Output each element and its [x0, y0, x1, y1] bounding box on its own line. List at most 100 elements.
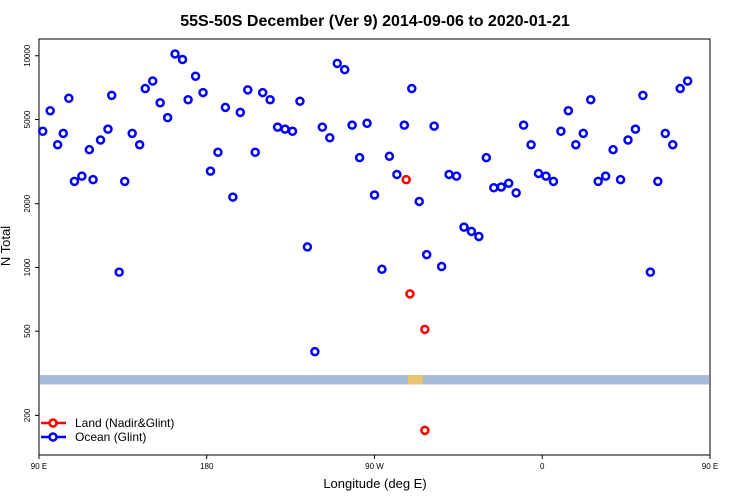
y-tick-label: 5000 [23, 110, 32, 128]
ocean-point [183, 94, 193, 105]
y-tick-label: 10000 [23, 44, 32, 67]
ocean-point [325, 132, 335, 143]
x-tick-label: 90 E [702, 462, 718, 471]
ocean-point [45, 105, 55, 116]
legend-label: Land (Nadir&Glint) [75, 416, 174, 430]
ocean-point [228, 192, 238, 202]
ocean-point [429, 121, 439, 131]
ocean-point [134, 139, 145, 150]
ocean-point [127, 128, 137, 139]
ocean-point [106, 90, 117, 101]
ocean-point [623, 135, 633, 145]
x-tick-label: 90 W [365, 462, 384, 471]
ocean-point [563, 105, 574, 116]
ocean-point [496, 182, 506, 192]
ocean-point [354, 152, 365, 163]
ocean-point [436, 261, 447, 272]
ocean-point [37, 126, 48, 136]
ocean-point [489, 182, 499, 193]
ocean-point [162, 112, 173, 123]
ocean-point [600, 171, 611, 181]
y-tick-label: 1000 [23, 258, 32, 276]
y-axis-label: N Total [0, 226, 13, 266]
ocean-point [421, 249, 432, 260]
ocean-point [451, 171, 462, 181]
ocean-point [220, 102, 231, 113]
ocean-point [317, 122, 328, 132]
ocean-point [265, 94, 275, 105]
ocean-point [339, 64, 350, 75]
land-point [405, 289, 415, 299]
ocean-point [140, 83, 150, 94]
ocean-point [503, 178, 514, 188]
ocean-point [675, 83, 685, 94]
ocean-point [556, 126, 566, 136]
x-tick-label: 180 [200, 462, 214, 471]
ocean-point [369, 190, 380, 200]
ocean-point [660, 128, 671, 139]
ocean-point [58, 128, 68, 139]
legend-marker [48, 418, 58, 428]
ocean-point [347, 120, 357, 130]
y-tick-label: 200 [23, 408, 32, 422]
ocean-point [682, 76, 693, 86]
ocean-point [377, 264, 387, 275]
ocean-point [466, 226, 477, 237]
ocean-point [243, 85, 253, 95]
ocean-point [518, 120, 529, 130]
ocean-point [638, 90, 648, 101]
legend: Land (Nadir&Glint)Ocean (Glint) [41, 416, 174, 444]
ocean-point [653, 176, 663, 187]
ocean-point [444, 169, 454, 180]
ocean-point [384, 151, 395, 162]
ocean-point [302, 242, 313, 252]
band-highlight [408, 375, 423, 385]
ocean-point [119, 176, 130, 187]
ocean-point [407, 83, 417, 94]
ocean-point [69, 176, 80, 187]
ocean-point [593, 176, 603, 187]
x-axis-label: Longitude (deg E) [323, 476, 426, 491]
legend-label: Ocean (Glint) [75, 430, 146, 444]
ocean-point [667, 139, 678, 150]
ocean-point [474, 231, 484, 242]
band-rect [40, 375, 709, 385]
ocean-point [571, 139, 581, 150]
ocean-point [310, 346, 320, 357]
ocean-point [205, 166, 216, 176]
ocean-point [213, 147, 223, 158]
ocean-point [459, 222, 469, 232]
ocean-point [392, 169, 402, 180]
ocean-point [272, 122, 283, 132]
ocean-point [88, 174, 98, 185]
ocean-point [608, 144, 618, 155]
ocean-point [95, 135, 106, 145]
ocean-point [414, 196, 424, 207]
ocean-point [332, 58, 342, 69]
ocean-point [280, 124, 290, 134]
ocean-point [114, 267, 124, 277]
ocean-point [533, 168, 544, 179]
ocean-point [177, 54, 188, 65]
legend-marker [48, 432, 58, 442]
y-tick-label: 2000 [23, 194, 32, 212]
ocean-point [235, 107, 246, 118]
ocean-point [198, 87, 208, 98]
y-axis: 200 500 1000 2000 5000 10000 [23, 44, 39, 422]
ocean-point [630, 124, 641, 134]
ocean-point [250, 147, 260, 158]
ocean-point [52, 139, 63, 150]
plot-frame [38, 38, 711, 456]
ocean-point [645, 267, 656, 277]
ocean-point [362, 118, 372, 128]
ocean-point [578, 128, 589, 139]
ocean-point [103, 124, 113, 134]
ocean-point [481, 152, 492, 163]
ocean-point [526, 139, 536, 150]
ocean-point [548, 176, 559, 187]
ocean-point [64, 93, 74, 103]
x-axis: 90 E 180 90 W 0 90 E [31, 455, 718, 471]
ocean-point [257, 87, 268, 98]
land-point [420, 324, 430, 335]
